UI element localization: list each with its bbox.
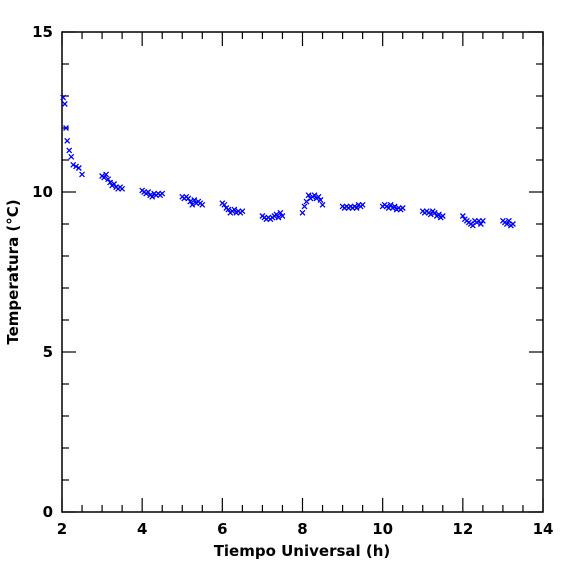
data-point — [503, 221, 510, 227]
data-point — [311, 192, 318, 199]
data-point — [387, 201, 394, 208]
data-point — [277, 209, 284, 216]
x-tick-label: 10 — [372, 520, 393, 538]
data-point — [305, 192, 312, 199]
data-point — [319, 201, 326, 208]
data-point — [119, 185, 126, 192]
data-point — [479, 217, 486, 224]
y-tick-label: 0 — [43, 503, 53, 521]
data-point — [317, 197, 324, 203]
x-tick-label: 2 — [57, 520, 67, 538]
data-point — [315, 193, 322, 200]
data-point — [68, 153, 75, 160]
data-point — [61, 101, 68, 107]
data-point — [107, 179, 114, 186]
data-point — [231, 206, 238, 213]
data-point — [199, 201, 206, 208]
data-point — [60, 94, 67, 101]
data-point — [101, 174, 108, 181]
data-point — [63, 125, 69, 131]
y-tick-label: 15 — [32, 23, 53, 41]
data-point — [73, 163, 79, 170]
data-point — [70, 161, 77, 168]
data-point — [159, 190, 166, 197]
data-point — [187, 198, 194, 205]
data-point — [431, 209, 438, 216]
data-point — [105, 176, 112, 183]
data-point — [273, 211, 280, 218]
data-point — [149, 193, 156, 200]
data-point — [66, 147, 73, 154]
data-point — [299, 209, 306, 216]
data-point — [435, 211, 442, 218]
data-points — [60, 94, 516, 229]
y-tick-label: 10 — [32, 183, 53, 201]
data-point — [145, 189, 152, 195]
data-point — [239, 208, 246, 215]
data-point — [75, 165, 82, 171]
data-point — [359, 201, 366, 208]
data-point — [459, 213, 466, 219]
data-point — [191, 197, 198, 203]
axis-tick-labels: 2 4 6 8 10 12 14 0 5 10 15 — [32, 23, 553, 538]
data-point — [439, 213, 446, 219]
x-tick-label: 14 — [533, 520, 554, 538]
x-axis-label: Tiempo Universal (h) — [214, 542, 391, 560]
data-point — [103, 171, 110, 178]
data-point — [301, 203, 308, 210]
data-point — [189, 201, 196, 208]
data-point — [427, 211, 434, 218]
data-point — [391, 203, 398, 210]
axis-ticks — [61, 31, 544, 513]
data-point — [64, 137, 71, 144]
x-tick-label: 6 — [217, 520, 227, 538]
x-tick-label: 4 — [137, 520, 147, 538]
x-tick-label: 8 — [297, 520, 307, 538]
data-point — [275, 214, 282, 221]
data-point — [353, 205, 360, 211]
y-axis-label: Temperatura (°C) — [4, 199, 22, 344]
data-point — [111, 181, 118, 187]
data-point — [399, 205, 406, 211]
plot-frame — [61, 31, 544, 513]
data-point — [225, 206, 232, 213]
data-point — [509, 221, 516, 227]
data-point — [79, 171, 86, 178]
data-point — [185, 195, 192, 202]
y-tick-label: 5 — [43, 343, 53, 361]
data-point — [477, 221, 484, 227]
data-point — [279, 213, 286, 219]
x-tick-label: 12 — [452, 520, 473, 538]
data-point — [221, 201, 228, 208]
